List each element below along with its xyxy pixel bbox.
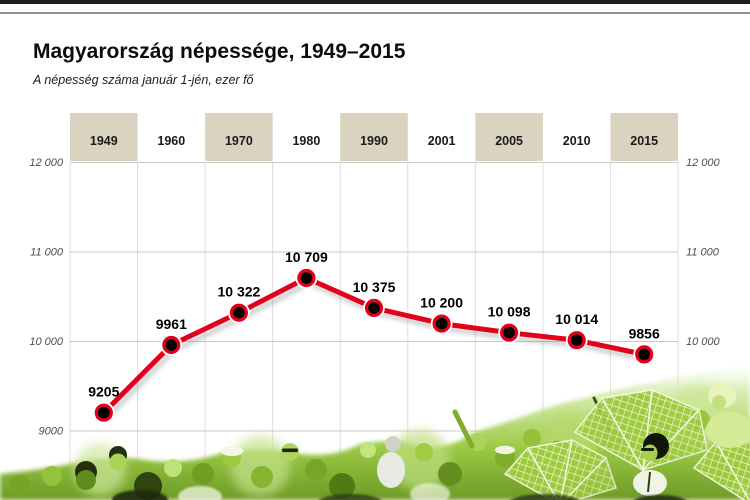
top-black-bar — [0, 0, 750, 4]
year-label: 1980 — [292, 134, 320, 148]
year-header-band — [610, 113, 678, 161]
y-tick-label-left: 9000 — [39, 426, 64, 438]
crowd-heads — [9, 410, 747, 500]
year-header-band — [340, 113, 408, 161]
year-header-band — [70, 113, 138, 161]
data-point — [92, 401, 115, 424]
blonde-woman — [706, 384, 750, 448]
y-tick-label-right: 11 000 — [686, 247, 720, 259]
data-point — [565, 329, 588, 352]
data-point-label: 10 709 — [285, 249, 328, 265]
y-tick-label-right: 10 000 — [686, 336, 721, 348]
year-header-band — [205, 113, 273, 161]
data-point — [498, 321, 521, 344]
y-tick-label-left: 10 000 — [29, 336, 64, 348]
year-label: 1949 — [90, 134, 118, 148]
crowd-photo-illustration — [0, 366, 750, 500]
data-point — [227, 301, 250, 324]
data-point-label: 9961 — [156, 316, 187, 332]
data-point-label: 9856 — [629, 325, 660, 341]
year-label: 2015 — [630, 134, 658, 148]
data-point-label: 10 375 — [353, 279, 396, 295]
data-point — [363, 296, 385, 319]
chart-line-layer: 9205 9961 10 322 10 709 10 375 10 200 10 098 10… — [88, 249, 660, 424]
crowd-dark-foreground — [112, 483, 686, 500]
y-tick-label-left: 12 000 — [29, 157, 64, 169]
data-point — [430, 312, 453, 335]
year-label: 1960 — [157, 134, 185, 148]
data-point-label: 9205 — [88, 384, 119, 400]
data-point — [295, 267, 318, 289]
data-point — [633, 343, 656, 366]
year-header-band — [475, 113, 543, 161]
top-gray-divider — [0, 12, 750, 14]
year-label: 2010 — [563, 134, 591, 148]
year-label: 1970 — [225, 134, 253, 148]
y-tick-label-left: 11 000 — [30, 247, 64, 259]
year-label: 1990 — [360, 134, 388, 148]
year-label: 2005 — [495, 134, 523, 148]
data-point-label: 10 200 — [420, 295, 463, 311]
man-with-glasses — [633, 433, 669, 496]
checkered-umbrellas — [503, 388, 750, 500]
page-subtitle: A népesség száma január 1-jén, ezer fő — [33, 73, 254, 87]
page-title: Magyarország népessége, 1949–2015 — [33, 40, 406, 63]
data-point-label: 10 014 — [555, 311, 598, 327]
data-point-label: 10 098 — [488, 304, 531, 320]
year-label: 2001 — [428, 134, 456, 148]
data-point-label: 10 322 — [217, 284, 260, 300]
data-point — [160, 334, 183, 356]
y-tick-label-right: 12 000 — [686, 157, 721, 169]
